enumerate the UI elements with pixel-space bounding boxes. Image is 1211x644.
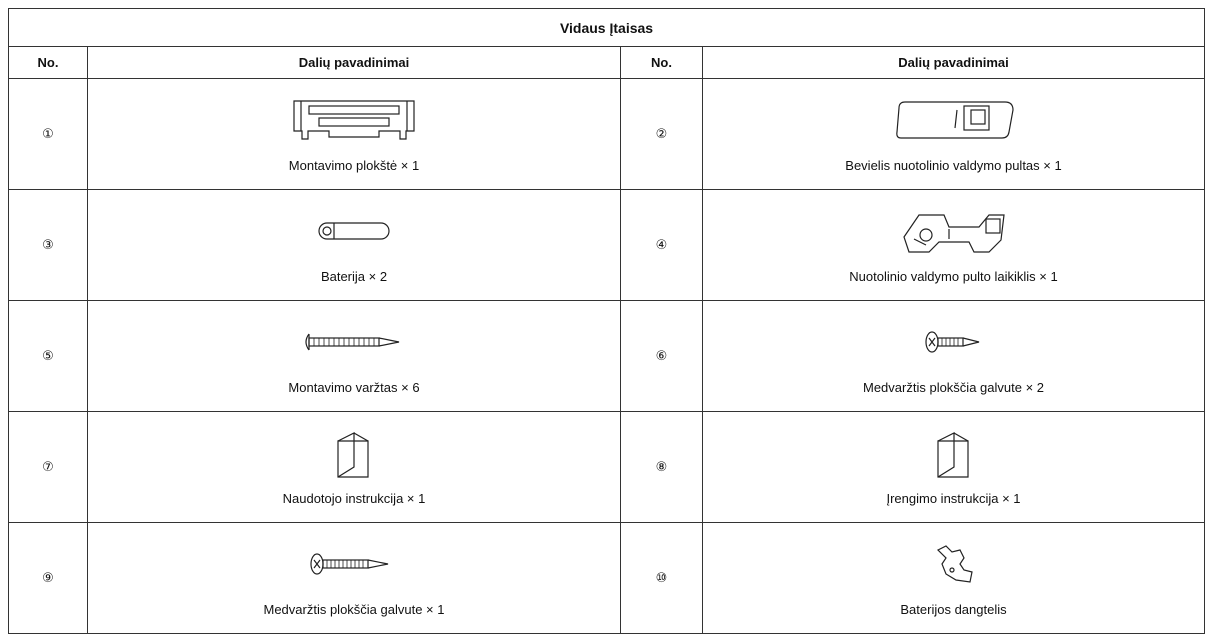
part-number: ⑦ [8, 411, 88, 523]
part-name: Medvaržtis plokščia galvute × 1 [263, 601, 445, 617]
part-number: ④ [620, 189, 703, 301]
part-cell: Medvaržtis plokščia galvute × 1 [87, 522, 621, 634]
header-cell: No. [620, 46, 703, 79]
part-name: Baterija × 2 [320, 268, 388, 284]
table-body: ① Montavimo plokštė × 1 ② Bevielis nuotolin… [8, 78, 1206, 634]
part-icon [293, 99, 415, 140]
part-name: Baterijos dangtelis [900, 601, 1007, 617]
part-cell: Įrengimo instrukcija × 1 [701, 411, 1206, 523]
part-number: ⑩ [620, 522, 703, 634]
part-icon [902, 213, 1005, 253]
part-icon [318, 221, 390, 240]
part-number: ① [8, 78, 88, 190]
part-name: Naudotojo instrukcija × 1 [282, 490, 426, 506]
part-cell: Baterija × 2 [87, 189, 621, 301]
part-cell: Naudotojo instrukcija × 1 [87, 411, 621, 523]
header-cell: Dalių pavadinimai [701, 46, 1206, 79]
part-name: Medvaržtis plokščia galvute × 2 [863, 379, 1045, 395]
table-row: ⑦ Naudotojo instrukcija × 1 ⑧ Įrengimo inst… [8, 411, 1206, 523]
table-row: ③ Baterija × 2 ④ Nuotolinio valdymo pulto l… [8, 189, 1206, 301]
part-number: ⑧ [620, 411, 703, 523]
part-cell: Baterijos dangtelis [701, 522, 1206, 634]
part-name: Bevielis nuotolinio valdymo pultas × 1 [845, 157, 1062, 173]
part-number: ⑤ [8, 300, 88, 412]
part-number: ⑥ [620, 300, 703, 412]
part-name: Montavimo plokštė × 1 [288, 157, 420, 173]
part-name: Montavimo varžtas × 6 [288, 379, 420, 395]
part-icon [924, 330, 979, 353]
table-row: ⑤ Montavimo varžtas × 6 ⑥ Medvaržtis plokšč… [8, 300, 1206, 412]
table-row: ⑨ Medvaržtis plokščia galvute × 1 ⑩ Baterij… [8, 522, 1206, 634]
part-icon [936, 431, 969, 478]
part-cell: Montavimo varžtas × 6 [87, 300, 621, 412]
part-cell: Montavimo plokštė × 1 [87, 78, 621, 190]
parts-table: Vidaus Įtaisas No. Dalių pavadinimai No.… [7, 8, 1206, 634]
part-number: ② [620, 78, 703, 190]
part-number: ⑨ [8, 522, 88, 634]
part-icon [895, 100, 1014, 139]
part-cell: Nuotolinio valdymo pulto laikiklis × 1 [701, 189, 1206, 301]
header-cell: No. [8, 46, 88, 79]
header-cell: Dalių pavadinimai [87, 46, 621, 79]
part-name: Įrengimo instrukcija × 1 [886, 490, 1021, 506]
part-icon [936, 544, 973, 583]
part-name: Nuotolinio valdymo pulto laikiklis × 1 [849, 268, 1058, 284]
part-cell: Medvaržtis plokščia galvute × 2 [701, 300, 1206, 412]
part-icon [305, 333, 400, 350]
part-cell: Bevielis nuotolinio valdymo pultas × 1 [701, 78, 1206, 190]
part-icon [337, 431, 369, 478]
part-number: ③ [8, 189, 88, 301]
table-row: ① Montavimo plokštė × 1 ② Bevielis nuotolin… [8, 78, 1206, 190]
part-icon [310, 552, 389, 575]
table-title: Vidaus Įtaisas [7, 8, 1206, 47]
